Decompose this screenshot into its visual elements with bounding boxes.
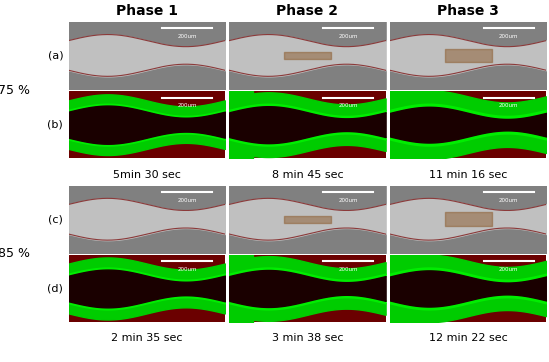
- Text: (d): (d): [47, 283, 63, 294]
- Text: 200um: 200um: [338, 34, 358, 39]
- Text: 200um: 200um: [499, 267, 518, 272]
- Text: 85 %: 85 %: [0, 247, 30, 260]
- Text: 200um: 200um: [178, 198, 197, 203]
- Text: (b): (b): [47, 120, 63, 130]
- Text: 12 min 22 sec: 12 min 22 sec: [429, 333, 507, 344]
- Text: 5min 30 sec: 5min 30 sec: [113, 170, 181, 180]
- Text: 200um: 200um: [178, 34, 197, 39]
- Text: 11 min 16 sec: 11 min 16 sec: [429, 170, 507, 180]
- Text: 200um: 200um: [499, 198, 518, 203]
- Text: 200um: 200um: [338, 198, 358, 203]
- Text: Phase 2: Phase 2: [277, 4, 338, 18]
- Text: 200um: 200um: [499, 103, 518, 108]
- Text: (a): (a): [48, 50, 63, 60]
- Text: 8 min 45 sec: 8 min 45 sec: [272, 170, 343, 180]
- Text: 2 min 35 sec: 2 min 35 sec: [111, 333, 182, 344]
- Text: Phase 1: Phase 1: [116, 4, 178, 18]
- Text: 200um: 200um: [178, 267, 197, 272]
- Text: 200um: 200um: [499, 34, 518, 39]
- Text: Phase 3: Phase 3: [437, 4, 499, 18]
- Text: (c): (c): [48, 214, 63, 224]
- Text: 75 %: 75 %: [0, 84, 30, 97]
- Text: 200um: 200um: [178, 103, 197, 108]
- Text: 3 min 38 sec: 3 min 38 sec: [272, 333, 343, 344]
- Text: 200um: 200um: [338, 267, 358, 272]
- Text: 200um: 200um: [338, 103, 358, 108]
